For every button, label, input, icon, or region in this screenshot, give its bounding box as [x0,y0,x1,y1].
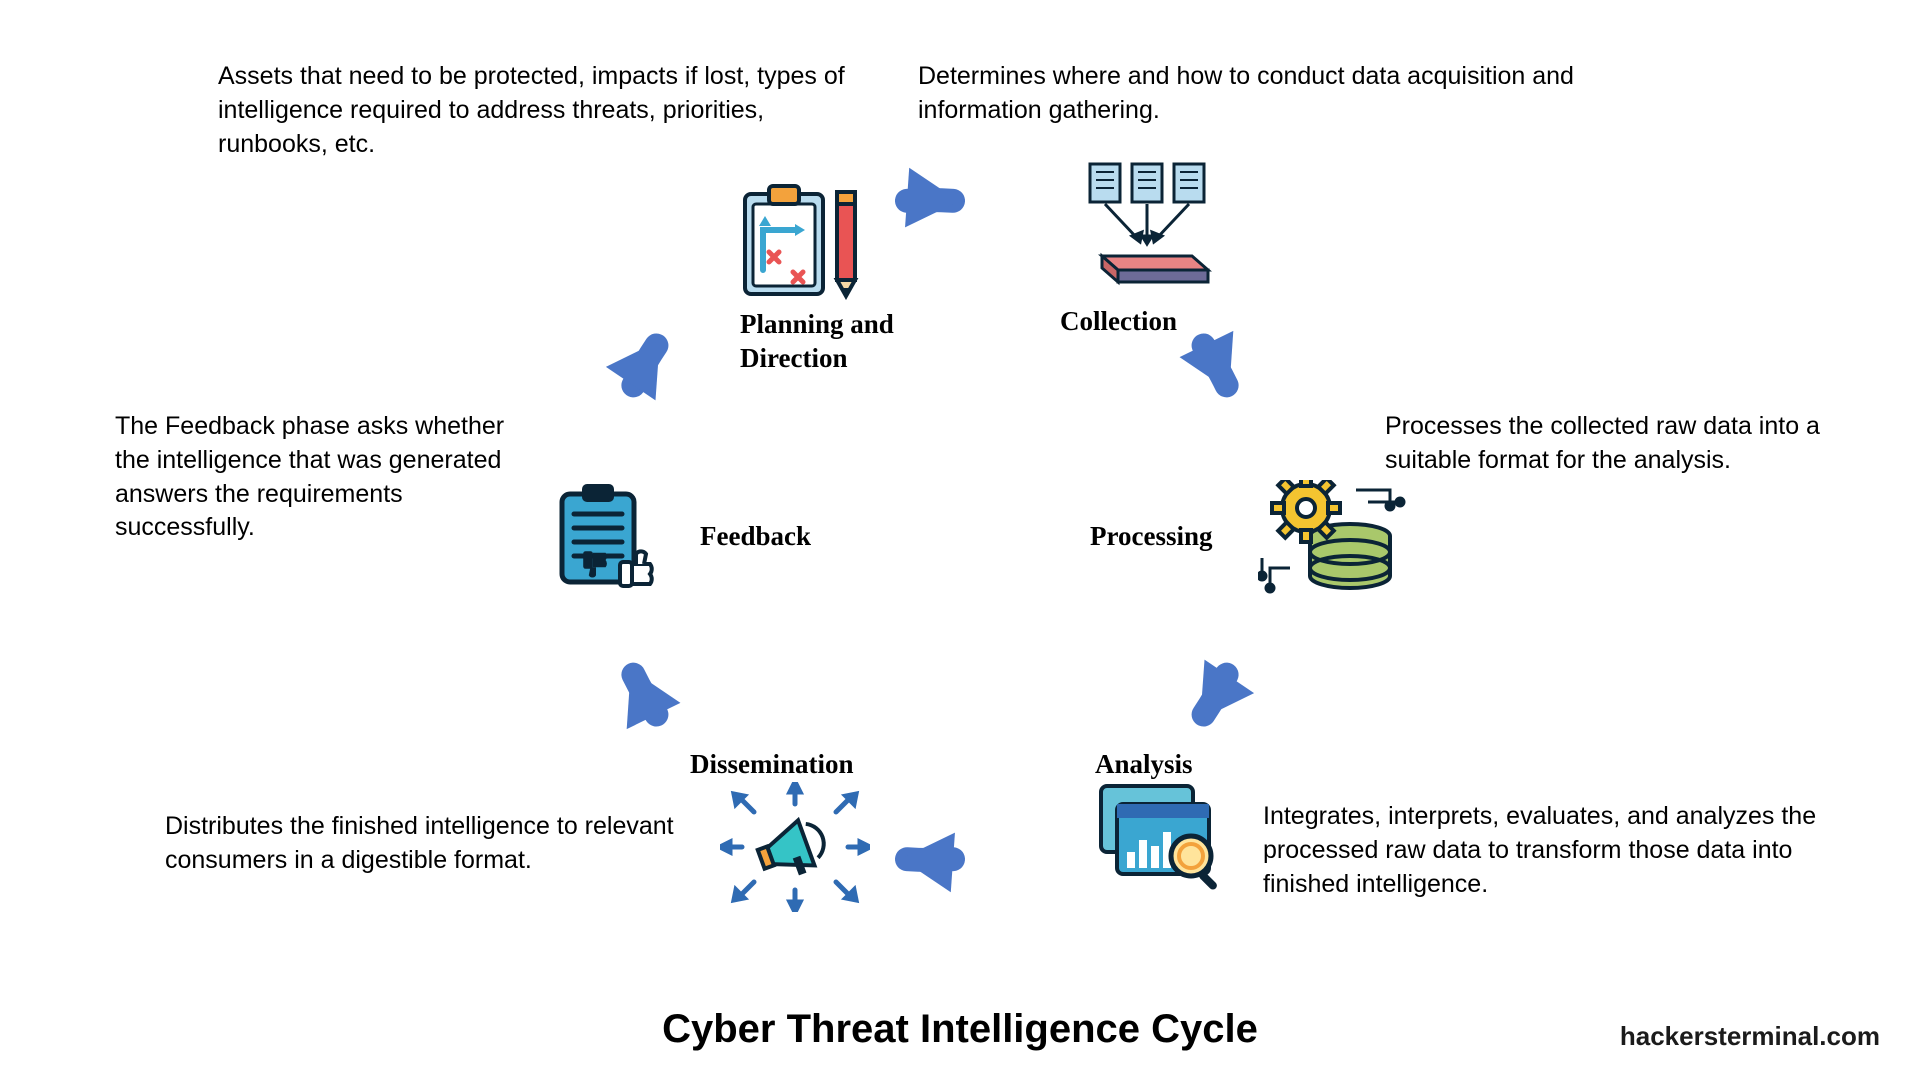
feedback-icon [548,480,668,600]
processing-desc: Processes the collected raw data into a … [1385,410,1895,478]
feedback-desc: The Feedback phase asks whether the inte… [115,410,535,545]
processing-label: Processing [1090,520,1213,554]
collection-label: Collection [1060,305,1177,339]
dissemination-desc: Distributes the finished intelligence to… [165,810,685,878]
collection-desc: Determines where and how to conduct data… [918,60,1638,128]
planning-icon [735,180,875,300]
analysis-desc: Integrates, interprets, evaluates, and a… [1263,800,1883,901]
diagram-canvas: Planning andDirection Collection Process… [0,0,1920,1080]
processing-icon [1258,480,1408,600]
analysis-icon [1095,782,1225,892]
analysis-label: Analysis [1095,748,1193,782]
dissemination-icon [720,782,870,912]
collection-icon [1082,160,1212,290]
attribution-text: hackersterminal.com [1620,1021,1880,1052]
feedback-label: Feedback [700,520,811,554]
planning-desc: Assets that need to be protected, impact… [218,60,868,161]
planning-label: Planning andDirection [740,308,960,376]
dissemination-label: Dissemination [690,748,854,782]
